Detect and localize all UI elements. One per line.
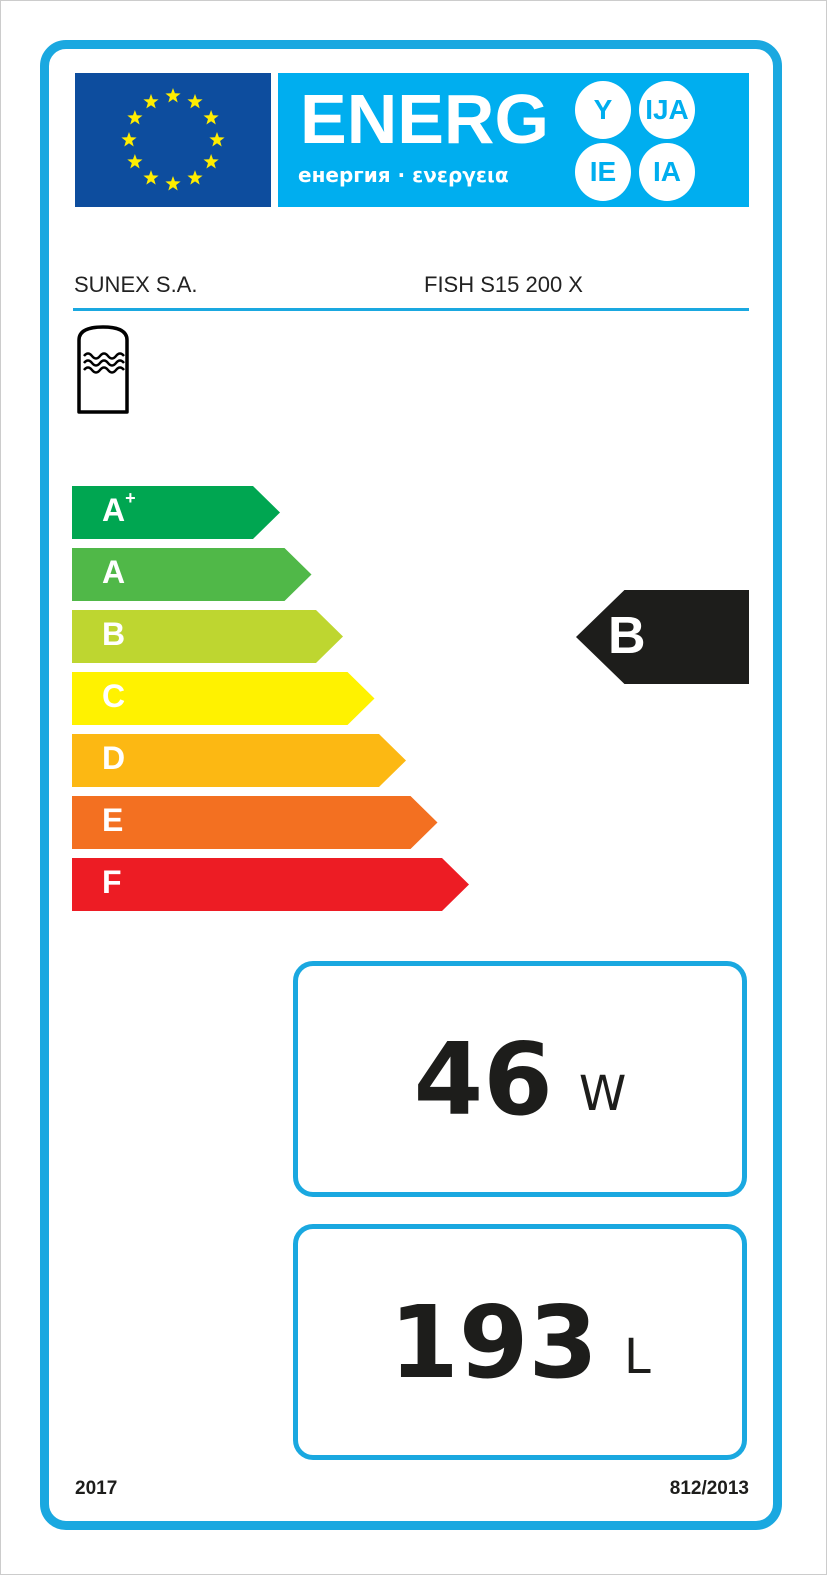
standing-loss-unit: W: [578, 1066, 627, 1122]
hot-water-storage-tank-icon: [77, 325, 129, 414]
energy-word: ENERG: [300, 80, 549, 158]
star-icon: [203, 154, 219, 169]
scale-label: F: [102, 864, 122, 901]
star-icon: [187, 93, 203, 109]
storage-volume-value: 193: [389, 1283, 598, 1401]
scale-letter: B: [102, 616, 126, 652]
standing-loss-box: 46 W: [293, 961, 747, 1197]
star-icon: [165, 176, 181, 191]
label-frame: [40, 40, 782, 1530]
scale-letter: C: [102, 678, 126, 714]
scale-label: E: [102, 802, 123, 839]
suffix-y: Y: [575, 81, 631, 139]
star-icon: [143, 93, 159, 109]
model-identifier: FISH S15 200 X: [424, 272, 583, 297]
scale-label: A: [102, 554, 125, 591]
scale-letter: A: [102, 554, 126, 590]
standing-loss-value: 46: [413, 1020, 553, 1138]
storage-volume-unit: L: [624, 1329, 651, 1385]
star-icon: [127, 154, 143, 169]
suffix-ie: IE: [575, 143, 631, 201]
eu-stars-icon: [121, 88, 225, 191]
scale-label: D: [102, 740, 125, 777]
scale-bar-6: E: [72, 796, 438, 849]
star-icon: [209, 132, 225, 147]
scale-label: C: [102, 678, 125, 715]
star-icon: [143, 170, 159, 185]
storage-volume-box: 193 L: [293, 1224, 747, 1460]
divider: [73, 308, 749, 311]
scale-label: A+: [102, 488, 136, 529]
supplier-name: SUNEX S.A.: [74, 272, 198, 297]
energy-subtitle: енергия · ενεργεια: [298, 163, 509, 187]
scale-letter: D: [102, 740, 126, 776]
scale-bar-1: A+: [72, 486, 280, 539]
energy-banner: ENERG енергия · ενεργεια Y IJA IE IA: [278, 73, 749, 207]
scale-bar-7: F: [72, 858, 469, 911]
scale-bar-3: B: [72, 610, 343, 663]
scale-sup: +: [125, 488, 136, 508]
star-icon: [127, 110, 143, 125]
scale-bar-4: C: [72, 672, 375, 725]
star-icon: [203, 110, 219, 125]
scale-letter: E: [102, 802, 124, 838]
rating-class: B: [608, 607, 646, 665]
star-icon: [165, 88, 181, 103]
star-icon: [121, 132, 137, 147]
suffix-ia: IA: [639, 143, 695, 201]
scale-bar-2: A: [72, 548, 312, 601]
scale-letter: F: [102, 864, 122, 900]
scale-letter: A: [102, 492, 126, 528]
star-icon: [187, 170, 203, 185]
scale-label: B: [102, 616, 125, 653]
label-year: 2017: [75, 1478, 118, 1499]
eu-flag: [75, 73, 271, 207]
scale-bar-5: D: [72, 734, 406, 787]
regulation-number: 812/2013: [669, 1478, 749, 1499]
suffix-ija: IJA: [639, 81, 695, 139]
